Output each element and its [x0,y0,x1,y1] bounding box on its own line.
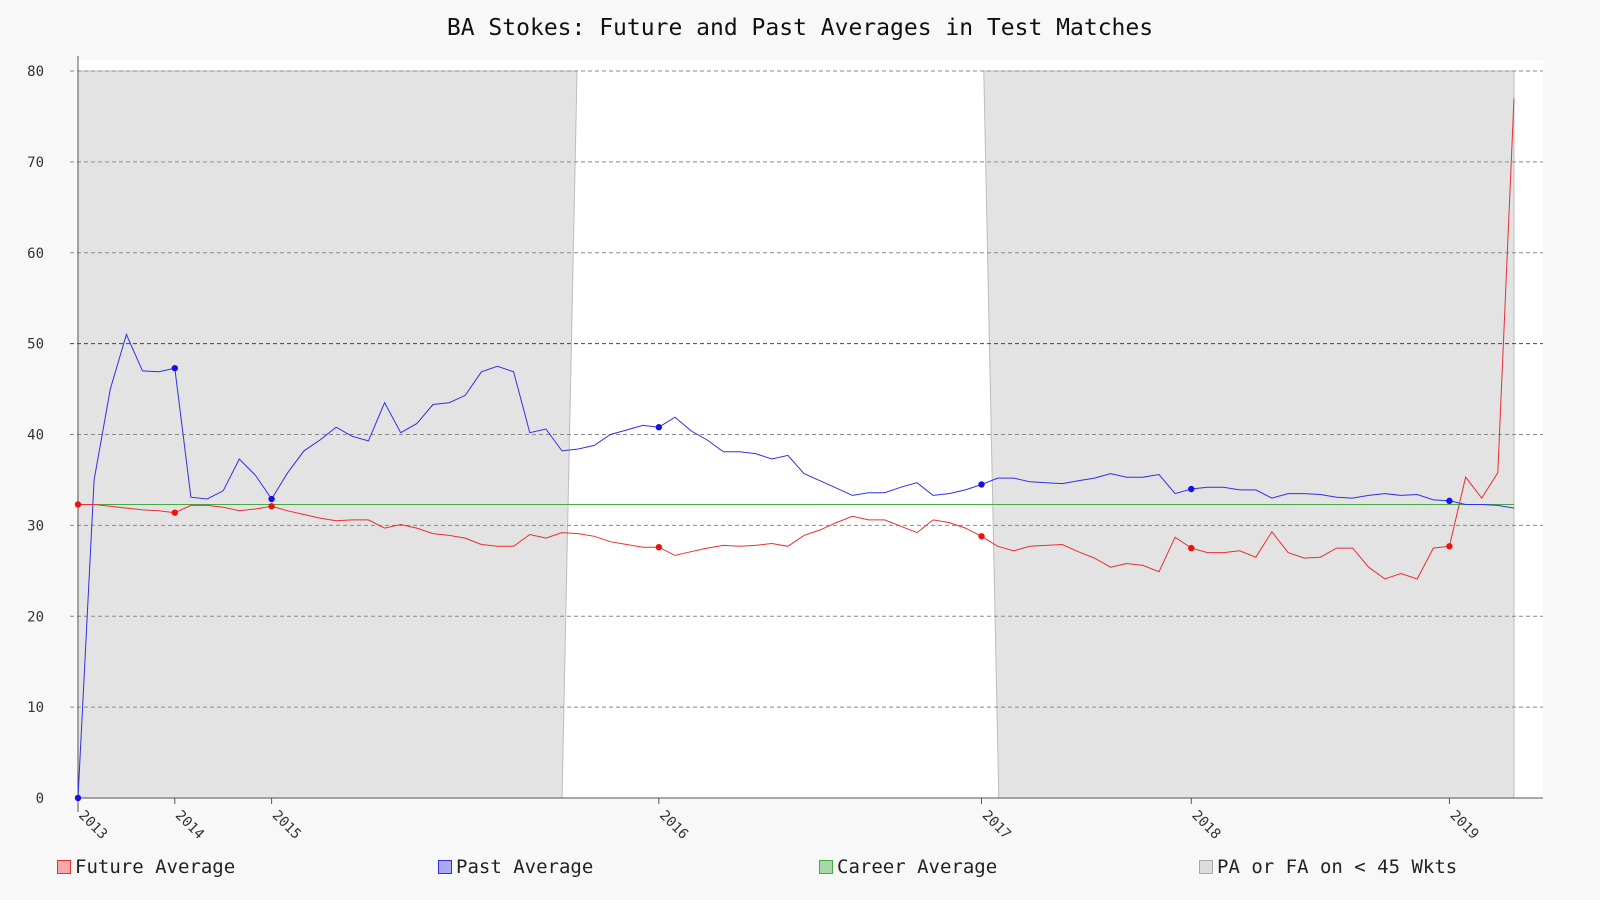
past-average-marker [171,364,179,372]
legend-label-career-average: Career Average [837,856,998,878]
legend-label-shaded-region: PA or FA on < 45 Wkts [1217,856,1458,878]
future-average-marker [978,533,985,540]
future-average-marker [1188,544,1195,552]
y-tick-label-80: 80 [27,64,44,80]
future-average-line [78,98,1515,580]
x-tick-label-2015: 2015 [269,808,304,843]
future-average-marker [268,503,275,510]
y-tick-label-70: 70 [27,155,44,171]
future-average-marker [1446,543,1453,550]
y-tick-label-10: 10 [27,700,44,716]
legend-item-future-average: Future Average [57,856,236,878]
past-average-marker [268,495,275,503]
x-tick-label-2013: 2013 [75,808,110,843]
x-tick-label-2014: 2014 [172,808,207,843]
legend-swatch-past-average [438,860,452,874]
legend-item-shaded-region: PA or FA on < 45 Wkts [1199,856,1458,878]
past-average-marker [1188,485,1195,493]
past-average-marker [74,794,82,802]
past-average-marker [1446,497,1453,505]
y-tick-label-40: 40 [27,428,44,444]
future-average-marker [74,501,82,508]
future-average-marker [171,509,179,516]
chart-title: BA Stokes: Future and Past Averages in T… [447,15,1153,41]
legend-swatch-career-average [819,860,833,874]
y-tick-label-0: 0 [36,791,44,807]
x-tick-label-2018: 2018 [1188,808,1223,843]
past-average-marker [978,481,985,488]
x-tick-label-2016: 2016 [656,808,691,843]
y-tick-label-60: 60 [27,246,44,262]
y-tick-label-20: 20 [27,609,44,625]
x-tick-label-2019: 2019 [1447,808,1482,843]
y-tick-label-50: 50 [27,337,44,353]
legend-item-career-average: Career Average [819,856,998,878]
legend-swatch-shaded-region [1199,860,1213,874]
legend-label-past-average: Past Average [456,856,594,878]
legend-item-past-average: Past Average [438,856,594,878]
x-tick-label-2017: 2017 [979,808,1014,843]
y-tick-label-30: 30 [27,518,44,534]
legend-label-future-average: Future Average [75,856,236,878]
past-average-line [77,333,1515,799]
future-average-marker [655,543,663,551]
legend-swatch-future-average [57,860,71,874]
past-average-marker [655,424,663,431]
